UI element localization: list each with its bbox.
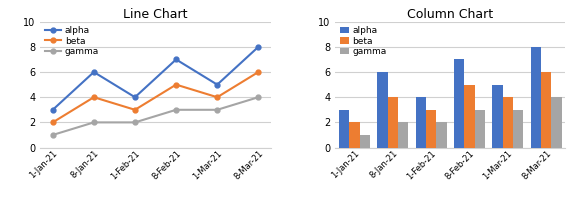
Bar <box>377 72 388 148</box>
Bar <box>359 135 370 148</box>
Bar <box>513 110 523 148</box>
Title: Line Chart: Line Chart <box>123 8 188 21</box>
Legend: alpha, beta, gamma: alpha, beta, gamma <box>338 24 388 58</box>
Bar <box>415 97 426 148</box>
Bar <box>541 72 552 148</box>
Line: gamma: gamma <box>50 95 261 137</box>
Bar <box>475 110 485 148</box>
alpha <box>132 96 138 99</box>
Bar <box>464 85 475 148</box>
beta <box>91 96 98 99</box>
alpha <box>173 58 179 61</box>
Line: alpha: alpha <box>50 44 261 112</box>
Bar <box>349 122 359 148</box>
alpha <box>213 83 220 86</box>
Bar <box>398 122 409 148</box>
gamma <box>91 121 98 124</box>
beta <box>213 96 220 99</box>
Bar <box>426 110 436 148</box>
beta <box>173 83 179 86</box>
gamma <box>49 134 56 136</box>
beta <box>255 71 262 73</box>
Bar <box>492 85 503 148</box>
Title: Column Chart: Column Chart <box>407 8 493 21</box>
Bar <box>552 97 562 148</box>
gamma <box>255 96 262 99</box>
alpha <box>49 108 56 111</box>
Bar <box>436 122 447 148</box>
Bar <box>388 97 398 148</box>
Bar <box>454 59 464 148</box>
gamma <box>213 108 220 111</box>
beta <box>132 108 138 111</box>
gamma <box>173 108 179 111</box>
Bar <box>531 47 541 148</box>
gamma <box>132 121 138 124</box>
Line: beta: beta <box>50 70 261 125</box>
alpha <box>255 46 262 48</box>
Bar <box>503 97 513 148</box>
Bar <box>339 110 349 148</box>
Legend: alpha, beta, gamma: alpha, beta, gamma <box>43 24 101 58</box>
alpha <box>91 71 98 73</box>
beta <box>49 121 56 124</box>
